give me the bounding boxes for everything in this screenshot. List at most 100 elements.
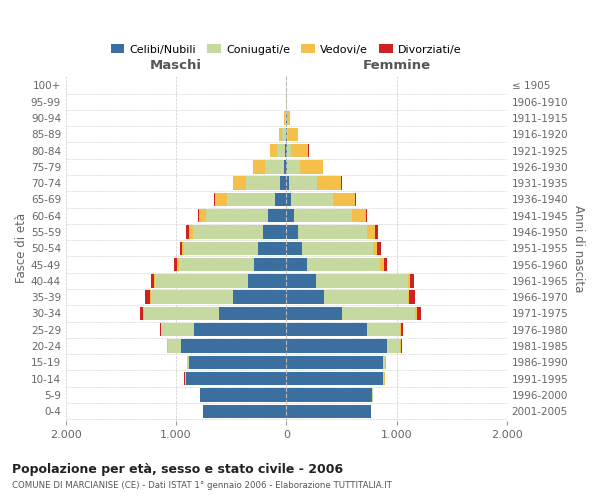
Bar [294, 209, 352, 222]
Bar [375, 226, 378, 238]
Bar [407, 290, 409, 304]
Bar [145, 290, 149, 304]
Bar [401, 323, 403, 336]
Bar [383, 372, 385, 386]
Bar [284, 112, 285, 124]
Bar [367, 323, 400, 336]
Bar [286, 307, 342, 320]
Bar [194, 323, 286, 336]
Bar [286, 226, 298, 238]
Bar [279, 128, 283, 141]
Bar [248, 274, 286, 287]
Bar [285, 112, 286, 124]
Bar [286, 193, 291, 206]
Bar [168, 340, 181, 352]
Bar [373, 242, 377, 255]
Bar [415, 307, 416, 320]
Bar [149, 290, 151, 304]
Bar [187, 356, 190, 369]
Bar [355, 193, 356, 206]
Bar [227, 193, 275, 206]
Bar [289, 176, 317, 190]
Bar [160, 323, 161, 336]
Bar [316, 274, 407, 287]
Bar [286, 340, 386, 352]
Bar [286, 242, 302, 255]
Bar [287, 128, 289, 141]
Bar [253, 160, 265, 173]
Bar [190, 356, 286, 369]
Bar [188, 226, 193, 238]
Bar [287, 112, 290, 124]
Bar [287, 160, 300, 173]
Bar [254, 258, 286, 272]
Bar [270, 144, 277, 158]
Bar [140, 307, 143, 320]
Bar [341, 176, 342, 190]
Bar [161, 323, 194, 336]
Bar [342, 307, 415, 320]
Bar [287, 144, 291, 158]
Bar [367, 226, 375, 238]
Bar [233, 176, 245, 190]
Bar [286, 323, 367, 336]
Bar [407, 274, 410, 287]
Bar [277, 144, 285, 158]
Bar [193, 226, 263, 238]
Bar [257, 242, 286, 255]
Bar [289, 128, 298, 141]
Bar [325, 290, 407, 304]
Text: Popolazione per età, sesso e stato civile - 2006: Popolazione per età, sesso e stato civil… [12, 462, 343, 475]
Bar [199, 209, 206, 222]
Bar [284, 160, 286, 173]
Bar [151, 274, 154, 287]
Bar [400, 340, 401, 352]
Bar [380, 258, 383, 272]
Bar [298, 226, 367, 238]
Y-axis label: Fasce di età: Fasce di età [15, 213, 28, 284]
Bar [386, 340, 400, 352]
Bar [181, 340, 286, 352]
Bar [186, 372, 286, 386]
Bar [151, 290, 233, 304]
Bar [245, 176, 280, 190]
Bar [275, 193, 286, 206]
Text: COMUNE DI MARCIANISE (CE) - Dati ISTAT 1° gennaio 2006 - Elaborazione TUTTITALIA: COMUNE DI MARCIANISE (CE) - Dati ISTAT 1… [12, 481, 392, 490]
Bar [184, 242, 257, 255]
Bar [286, 176, 289, 190]
Bar [400, 323, 401, 336]
Bar [291, 193, 333, 206]
Bar [286, 258, 307, 272]
Bar [187, 226, 188, 238]
Text: Maschi: Maschi [150, 60, 202, 72]
Bar [177, 258, 179, 272]
Bar [285, 144, 286, 158]
Bar [283, 128, 286, 141]
Bar [185, 372, 186, 386]
Bar [155, 274, 248, 287]
Bar [302, 242, 373, 255]
Bar [265, 160, 284, 173]
Bar [377, 242, 381, 255]
Bar [203, 404, 286, 418]
Bar [286, 209, 294, 222]
Bar [268, 209, 286, 222]
Bar [401, 340, 402, 352]
Bar [383, 258, 388, 272]
Bar [365, 209, 367, 222]
Bar [174, 258, 177, 272]
Bar [206, 209, 268, 222]
Bar [215, 193, 227, 206]
Bar [219, 307, 286, 320]
Bar [409, 290, 415, 304]
Bar [214, 193, 215, 206]
Bar [286, 388, 372, 402]
Bar [410, 274, 415, 287]
Bar [286, 274, 316, 287]
Bar [154, 274, 155, 287]
Bar [179, 258, 254, 272]
Bar [198, 209, 199, 222]
Bar [317, 176, 341, 190]
Bar [291, 144, 308, 158]
Bar [286, 290, 325, 304]
